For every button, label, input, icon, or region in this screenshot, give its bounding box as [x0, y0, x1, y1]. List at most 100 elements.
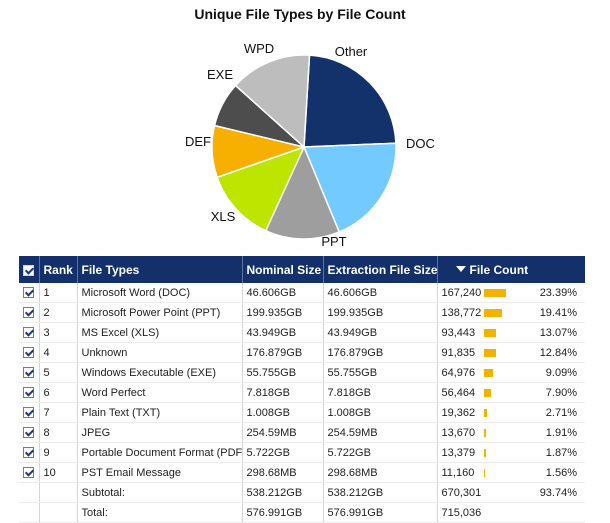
subtotal-row: Subtotal: 538.212GB 538.212GB 670,301 93.74% [19, 482, 585, 503]
table-row[interactable]: 1 Microsoft Word (DOC) 46.606GB 46.606GB 167… [19, 283, 585, 303]
table-row[interactable]: 7 Plain Text (TXT) 1.008GB 1.008GB 19,362 2.7… [19, 402, 585, 423]
nominal-size-cell: 7.818GB [242, 382, 324, 403]
rank-cell: 10 [39, 462, 78, 483]
file-count-column-header[interactable]: File Count [437, 256, 585, 283]
file-count-percent: 19.41% [539, 306, 577, 319]
check-icon [23, 427, 35, 439]
pie-label-other: Other [335, 44, 368, 59]
table-row[interactable]: 3 MS Excel (XLS) 43.949GB 43.949GB 93,443 13.… [19, 322, 585, 343]
nominal-size-cell: 176.879GB [242, 342, 324, 363]
extraction-size-cell: 1.008GB [323, 402, 438, 423]
row-checkbox[interactable] [19, 362, 40, 383]
table-row[interactable]: 9 Portable Document Format (PDF) 5.722GB 5.… [19, 442, 585, 463]
rank-cell: 5 [39, 362, 78, 383]
file-count-value: 138,772 [441, 306, 482, 319]
file-count-value: 13,379 [441, 446, 476, 459]
pie-slice-other[interactable] [234, 54, 311, 149]
chart-title: Unique File Types by File Count [194, 6, 406, 22]
check-icon [23, 407, 35, 419]
row-checkbox[interactable] [19, 402, 40, 423]
table-row[interactable]: 2 Microsoft Power Point (PPT) 199.935GB 199… [19, 302, 585, 323]
row-checkbox[interactable] [19, 422, 40, 443]
pie-slice-doc[interactable] [303, 54, 397, 148]
check-icon [23, 387, 35, 399]
rank-cell: 3 [39, 322, 78, 343]
rank-column-header[interactable]: Rank [39, 256, 78, 283]
rank-cell: 9 [39, 442, 78, 463]
file-count-bar [483, 348, 496, 357]
nominal-size-column-header[interactable]: Nominal Size [242, 256, 324, 283]
pie-slice-xls[interactable] [264, 145, 341, 240]
file-count-bar [483, 428, 486, 437]
extraction-size-cell: 7.818GB [323, 382, 438, 403]
subtotal-extraction-size: 538.212GB [323, 482, 438, 503]
row-checkbox[interactable] [19, 302, 40, 323]
sort-descending-icon[interactable] [455, 266, 466, 273]
row-checkbox[interactable] [19, 342, 40, 363]
nominal-size-cell: 55.755GB [242, 362, 324, 383]
file-count-header-label: File Count [469, 262, 529, 277]
extraction-size-cell: 46.606GB [323, 283, 438, 303]
file-count-value: 13,670 [441, 426, 476, 439]
table-row[interactable]: 10 PST Email Message 298.68MB 298.68MB 11,16… [19, 462, 585, 483]
extraction-size-cell: 298.68MB [323, 462, 438, 483]
nominal-size-cell: 1.008GB [242, 402, 324, 423]
file-count-bar [483, 288, 506, 297]
total-extraction-size: 576.991GB [323, 502, 438, 523]
pie-label-ppt: PPT [321, 234, 346, 249]
nominal-size-cell: 46.606GB [242, 283, 324, 303]
subtotal-nominal-size: 538.212GB [242, 482, 324, 503]
empty-cell [39, 482, 78, 503]
file-type-cell: Portable Document Format (PDF) [77, 442, 243, 463]
file-count-percent: 7.90% [545, 386, 577, 399]
nominal-size-cell: 5.722GB [242, 442, 324, 463]
file-count-percent: 23.39% [539, 286, 577, 299]
extraction-size-cell: 55.755GB [323, 362, 438, 383]
file-count-cell: 91,835 12.84% [437, 342, 585, 363]
file-type-cell: Plain Text (TXT) [77, 402, 243, 423]
table-header-row: Rank File Types Nominal Size Extraction … [19, 256, 585, 283]
row-checkbox[interactable] [19, 382, 40, 403]
total-count-value: 715,036 [441, 506, 482, 519]
row-checkbox[interactable] [19, 462, 40, 483]
table-row[interactable]: 5 Windows Executable (EXE) 55.755GB 55.755G… [19, 362, 585, 383]
file-types-table: Rank File Types Nominal Size Extraction … [19, 256, 585, 523]
row-checkbox[interactable] [19, 283, 40, 303]
file-count-bar [483, 368, 493, 377]
file-types-column-header[interactable]: File Types [77, 256, 243, 283]
row-checkbox[interactable] [19, 442, 40, 463]
pie-label-exe: EXE [207, 67, 233, 82]
select-all-checkbox[interactable] [19, 256, 40, 283]
extraction-size-cell: 5.722GB [323, 442, 438, 463]
total-file-count: 715,036 [437, 502, 585, 523]
file-type-cell: Microsoft Power Point (PPT) [77, 302, 243, 323]
pie-slice-def[interactable] [216, 145, 306, 232]
file-count-cell: 13,379 1.87% [437, 442, 585, 463]
file-type-cell: Microsoft Word (DOC) [77, 283, 243, 303]
file-count-value: 56,464 [441, 386, 476, 399]
table-row[interactable]: 4 Unknown 176.879GB 176.879GB 91,835 12.84% [19, 342, 585, 363]
extraction-size-column-header[interactable]: Extraction File Size [323, 256, 438, 283]
file-count-cell: 138,772 19.41% [437, 302, 585, 323]
table-row[interactable]: 6 Word Perfect 7.818GB 7.818GB 56,464 7.90% [19, 382, 585, 403]
file-count-percent: 1.91% [545, 426, 577, 439]
file-count-percent: 13.07% [539, 326, 577, 339]
file-count-cell: 167,240 23.39% [437, 283, 585, 303]
file-count-percent: 12.84% [539, 346, 577, 359]
pie-label-xls: XLS [211, 209, 236, 224]
pie-slice-ppt[interactable] [302, 142, 397, 233]
file-count-percent: 2.71% [545, 406, 577, 419]
file-count-value: 11,160 [441, 466, 475, 479]
total-label: Total: [77, 502, 243, 523]
check-icon [23, 347, 35, 359]
pie-label-def: DEF [185, 134, 211, 149]
row-checkbox[interactable] [19, 322, 40, 343]
subtotal-count-value: 670,301 [441, 486, 482, 499]
check-icon [23, 447, 35, 459]
table-row[interactable]: 8 JPEG 254.59MB 254.59MB 13,670 1.91% [19, 422, 585, 443]
file-count-bar [483, 308, 502, 317]
total-row: Total: 576.991GB 576.991GB 715,036 [19, 502, 585, 523]
subtotal-percent: 93.74% [539, 486, 577, 499]
empty-cell [19, 502, 40, 523]
nominal-size-cell: 199.935GB [242, 302, 324, 323]
